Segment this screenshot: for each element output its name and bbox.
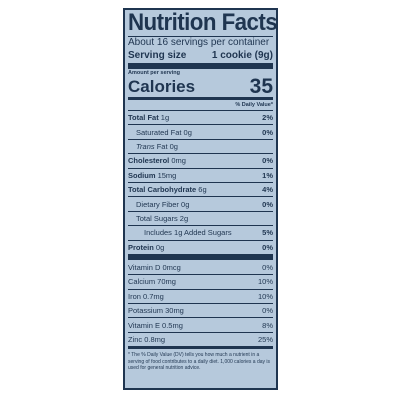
nutrient-amount: 0mg — [169, 156, 186, 166]
divider — [128, 36, 273, 37]
calories-row: Calories 35 — [128, 75, 273, 98]
nutrient-amount: 15mg — [155, 170, 177, 180]
nutrient-label: Saturated Fat — [136, 127, 182, 137]
serving-size-row: Serving size 1 cookie (9g) — [128, 49, 273, 62]
nutrient-label: Protein — [128, 242, 154, 252]
nutrition-facts-panel: Nutrition Facts About 16 servings per co… — [123, 8, 278, 390]
nutrient-row-dietary-fiber: Dietary Fiber 0g 0% — [128, 196, 273, 210]
vitamin-row: Vitamin D 0mcg 0% — [128, 260, 273, 274]
amount-per-serving: Amount per serving — [128, 70, 180, 76]
nutrient-row-protein: Protein 0g 0% — [128, 239, 273, 254]
vitamin-dv: 0% — [262, 262, 273, 272]
vitamin-label: Vitamin E 0.5mg — [128, 320, 183, 330]
nutrient-row-added-sugars: Includes 1g Added Sugars 5% — [128, 225, 273, 239]
nutrient-dv: 4% — [262, 185, 273, 195]
calories-label: Calories — [128, 77, 196, 96]
vitamin-label: Potassium 30mg — [128, 306, 184, 316]
serving-size-label: Serving size — [128, 50, 187, 61]
nutrient-dv: 0% — [262, 156, 273, 166]
vitamin-row: Vitamin E 0.5mg 8% — [128, 317, 273, 331]
nutrient-row-total-fat: Total Fat 1g 2% — [128, 110, 273, 124]
vitamin-dv: 25% — [257, 335, 273, 345]
serving-size-value: 1 cookie (9g) — [211, 50, 273, 61]
nutrient-amount: Fat 0g — [154, 141, 178, 151]
vitamin-row: Potassium 30mg 0% — [128, 303, 273, 317]
nutrient-label: Total Carbohydrate — [128, 185, 197, 195]
nutrient-dv: 0% — [262, 242, 273, 252]
nutrient-dv: 5% — [262, 228, 273, 238]
vitamin-row: Zinc 0.8mg 25% — [128, 331, 273, 346]
label-title: Nutrition Facts — [128, 9, 278, 36]
vitamin-dv: 0% — [262, 306, 273, 316]
nutrient-row-trans-fat: Trans Fat 0g — [128, 138, 273, 153]
vitamin-row: Calcium 70mg 10% — [128, 274, 273, 288]
footnote-text: * The % Daily Value (DV) tells you how m… — [128, 352, 271, 372]
vitamin-dv: 10% — [257, 291, 273, 301]
nutrient-label: Includes 1g Added Sugars — [144, 228, 232, 238]
nutrient-row-saturated-fat: Saturated Fat 0g 0% — [128, 124, 273, 138]
nutrient-row-total-sugars: Total Sugars 2g — [128, 210, 273, 225]
nutrient-dv: 2% — [262, 113, 273, 123]
daily-value-header: % Daily Value* — [235, 102, 273, 108]
nutrient-label: Trans — [136, 141, 155, 151]
servings-per-container: About 16 servings per container — [128, 37, 270, 48]
nutrient-label: Total Sugars — [136, 213, 178, 223]
nutrient-row-sodium: Sodium 15mg 1% — [128, 167, 273, 182]
divider — [128, 253, 273, 260]
nutrient-amount: 6g — [196, 185, 207, 195]
calories-value: 35 — [249, 75, 273, 98]
vitamin-label: Vitamin D 0mcg — [128, 262, 181, 272]
nutrient-row-cholesterol: Cholesterol 0mg 0% — [128, 153, 273, 167]
nutrient-dv: 0% — [262, 127, 273, 137]
nutrient-amount: 0g — [153, 242, 165, 252]
vitamins-list: Vitamin D 0mcg 0% Calcium 70mg 10% Iron … — [128, 260, 273, 346]
vitamin-row: Iron 0.7mg 10% — [128, 288, 273, 303]
nutrient-amount: 2g — [177, 213, 189, 223]
nutrient-label: Sodium — [128, 170, 156, 180]
nutrient-dv: 0% — [262, 199, 273, 209]
nutrient-label: Total Fat — [128, 113, 159, 123]
vitamin-label: Iron 0.7mg — [128, 291, 164, 301]
nutrient-label: Dietary Fiber — [136, 199, 179, 209]
vitamin-dv: 8% — [262, 320, 273, 330]
nutrient-dv: 1% — [262, 170, 273, 180]
vitamin-label: Calcium 70mg — [128, 277, 176, 287]
nutrient-amount: 1g — [158, 113, 170, 123]
nutrient-label: Cholesterol — [128, 156, 170, 166]
divider — [128, 63, 273, 69]
nutrient-amount: 0g — [181, 127, 192, 137]
vitamin-dv: 10% — [257, 277, 273, 287]
divider — [128, 97, 273, 100]
vitamin-label: Zinc 0.8mg — [128, 335, 166, 345]
footnote-section: * The % Daily Value (DV) tells you how m… — [128, 346, 273, 371]
nutrient-amount: 0g — [178, 199, 190, 209]
nutrient-row-total-carbohydrate: Total Carbohydrate 6g 4% — [128, 181, 273, 196]
